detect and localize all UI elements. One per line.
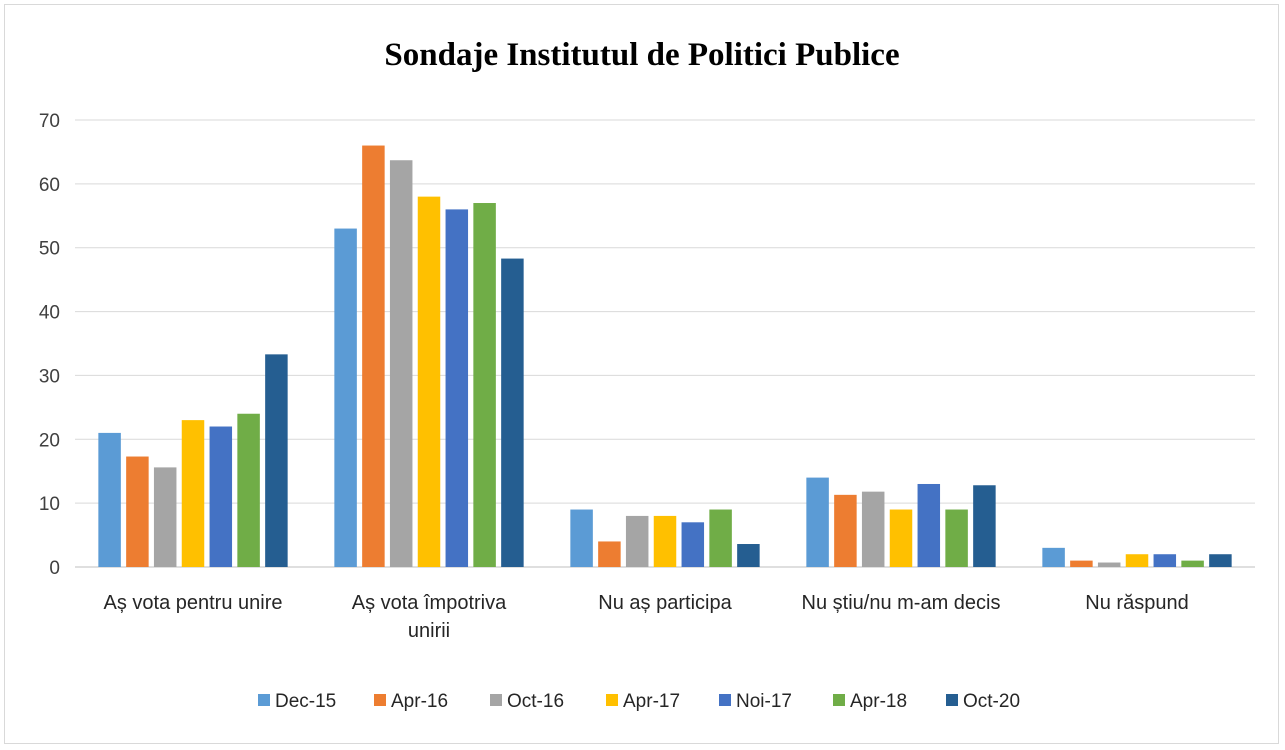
y-tick-label: 10 — [39, 494, 60, 515]
bar-apr-18-cat2 — [473, 203, 496, 567]
bar-apr-16-cat5 — [1070, 560, 1093, 567]
bar-apr-17-cat2 — [417, 196, 441, 567]
x-category-label: Nu răspund — [1085, 592, 1188, 614]
bar-dec-15-cat4 — [806, 477, 829, 567]
legend-label: Apr-17 — [623, 691, 680, 712]
y-tick-label: 50 — [39, 239, 60, 260]
legend-swatch — [946, 694, 958, 706]
legend: Dec-15 Apr-16 Oct-16 Apr-17 Noi-17 Apr-18 Oct-… — [258, 691, 1020, 712]
bars — [98, 145, 1232, 568]
legend-label: Apr-18 — [850, 691, 907, 712]
legend-swatch — [833, 694, 845, 706]
bar-apr-17-cat5 — [1125, 554, 1149, 567]
bar-oct-20-cat5 — [1209, 554, 1232, 567]
y-axis-ticks: 0 10 20 30 40 50 60 70 — [39, 111, 60, 579]
bar-apr-16-cat3 — [598, 541, 621, 567]
bar-dec-15-cat3 — [570, 509, 593, 567]
legend-swatch — [374, 694, 386, 706]
bar-oct-20-cat2 — [501, 258, 524, 567]
y-tick-label: 70 — [39, 111, 60, 132]
legend-swatch — [719, 694, 731, 706]
bar-oct-16-cat3 — [625, 515, 649, 567]
legend-swatch — [490, 694, 502, 706]
x-category-label: Nu știu/nu m-am decis — [802, 592, 1001, 614]
chart-frame — [4, 4, 1279, 744]
bar-apr-18-cat1 — [237, 413, 260, 567]
bar-oct-20-cat1 — [265, 354, 288, 567]
y-tick-label: 30 — [39, 366, 60, 387]
bar-oct-16-cat4 — [861, 491, 885, 567]
bar-noi-17-cat3 — [681, 522, 705, 567]
bar-dec-15-cat2 — [334, 228, 357, 568]
bar-oct-16-cat2 — [389, 160, 413, 568]
legend-swatch — [606, 694, 618, 706]
bar-apr-16-cat4 — [834, 494, 857, 567]
bar-apr-16-cat1 — [126, 456, 149, 567]
bar-apr-17-cat4 — [889, 509, 913, 567]
x-category-label: Aș vota pentru unire — [104, 592, 283, 614]
x-category-label: unirii — [408, 620, 450, 642]
bar-noi-17-cat4 — [917, 483, 941, 567]
bar-oct-20-cat3 — [737, 544, 760, 567]
bar-apr-18-cat3 — [709, 509, 732, 567]
bar-oct-16-cat1 — [153, 467, 177, 567]
y-tick-label: 0 — [49, 558, 60, 579]
legend-swatch — [258, 694, 270, 706]
bar-apr-18-cat4 — [945, 509, 968, 567]
bar-oct-16-cat5 — [1097, 562, 1121, 567]
legend-label: Dec-15 — [275, 691, 336, 712]
y-tick-label: 40 — [39, 303, 60, 324]
bar-noi-17-cat5 — [1153, 554, 1177, 567]
chart-title: Sondaje Institutul de Politici Publice — [384, 37, 899, 73]
legend-label: Noi-17 — [736, 691, 792, 712]
y-tick-label: 60 — [39, 175, 60, 196]
bar-apr-17-cat1 — [181, 420, 205, 567]
bar-oct-20-cat4 — [973, 485, 996, 567]
legend-label: Apr-16 — [391, 691, 448, 712]
bar-apr-16-cat2 — [362, 145, 385, 568]
bar-dec-15-cat5 — [1042, 547, 1065, 567]
y-tick-label: 20 — [39, 430, 60, 451]
x-category-label: Aș vota împotriva — [352, 592, 507, 614]
bar-noi-17-cat2 — [445, 209, 469, 567]
legend-label: Oct-20 — [963, 691, 1020, 712]
bar-apr-17-cat3 — [653, 515, 677, 567]
x-category-label: Nu aș participa — [598, 592, 732, 614]
legend-label: Oct-16 — [507, 691, 564, 712]
bar-apr-18-cat5 — [1181, 560, 1204, 567]
x-axis-labels: Aș vota pentru unire Aș vota împotriva uni… — [104, 592, 1189, 642]
bar-noi-17-cat1 — [209, 426, 233, 567]
bar-dec-15-cat1 — [98, 432, 121, 567]
